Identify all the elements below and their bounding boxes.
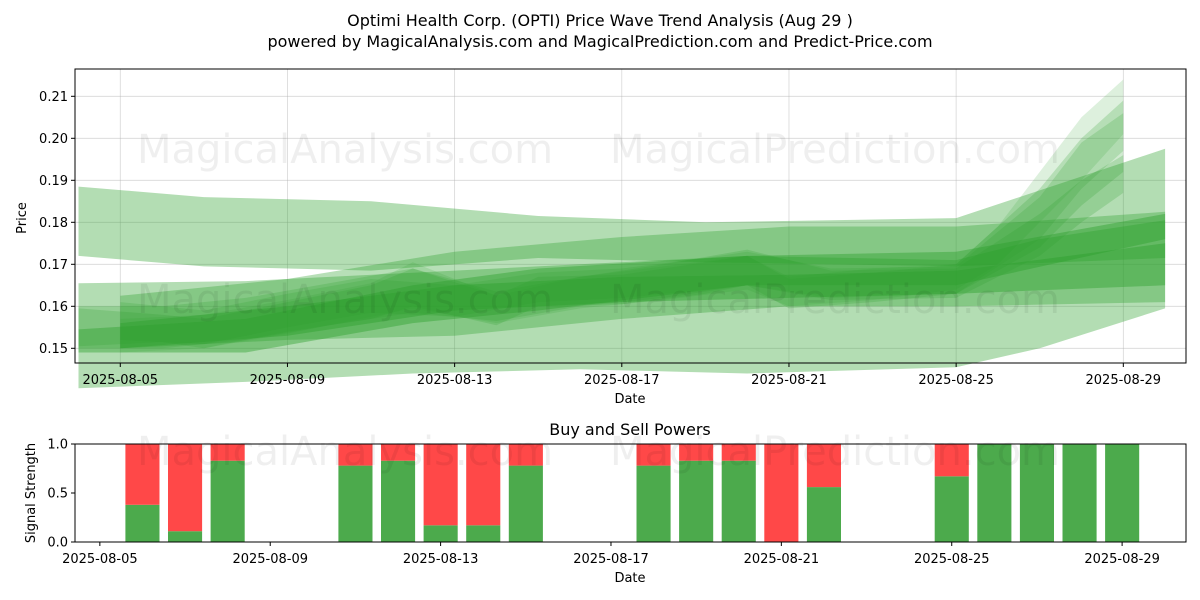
signal-y-tick-label: 0.0	[47, 536, 68, 551]
price-y-ticks: 0.15 0.16 0.17 0.18 0.19 0.20 0.21	[39, 90, 75, 357]
price-wave-band	[78, 220, 1166, 389]
price-wave-band	[120, 211, 1166, 349]
price-y-tick-label: 0.18	[39, 216, 68, 231]
price-x-tick-label: 2025-08-05	[82, 373, 158, 388]
price-wave-band	[78, 213, 1166, 353]
price-wave-band	[78, 148, 1166, 271]
signal-x-tick-label: 2025-08-21	[744, 552, 820, 567]
sell-power-bar	[636, 444, 671, 466]
price-x-ticks: 2025-08-05 2025-08-09 2025-08-13 2025-08-17…	[82, 363, 1161, 388]
sell-power-bar	[508, 444, 543, 466]
buy-power-bar	[806, 487, 841, 542]
signal-y-axis-label: Signal Strength	[24, 443, 39, 543]
buy-power-bar	[381, 460, 416, 542]
buy-power-bar	[977, 444, 1012, 542]
price-wave-band	[120, 243, 1166, 349]
signal-panel: Buy and Sell Powers MagicalAnalysis.com M…	[24, 420, 1187, 586]
price-x-tick-label: 2025-08-09	[250, 373, 326, 388]
signal-watermarks: MagicalAnalysis.com MagicalPrediction.com	[137, 429, 1060, 475]
buy-power-bar	[508, 465, 543, 542]
watermark-text: MagicalPrediction.com	[610, 127, 1060, 173]
watermark-text: MagicalAnalysis.com	[137, 127, 553, 173]
price-wave-band	[120, 113, 1124, 345]
sell-power-bar	[338, 444, 373, 466]
price-y-tick-label: 0.15	[39, 342, 68, 357]
buy-power-bar	[423, 525, 458, 542]
price-x-tick-label: 2025-08-21	[751, 373, 827, 388]
signal-x-tick-label: 2025-08-25	[914, 552, 990, 567]
buy-power-bar	[125, 504, 160, 542]
sell-power-bar	[381, 444, 416, 461]
signal-x-tick-label: 2025-08-13	[403, 552, 479, 567]
price-y-tick-label: 0.19	[39, 174, 68, 189]
signal-x-tick-label: 2025-08-09	[232, 552, 308, 567]
signal-x-tick-label: 2025-08-05	[62, 552, 138, 567]
buy-power-bar	[934, 476, 969, 542]
price-x-axis-label: Date	[614, 392, 645, 407]
sell-power-bar	[806, 444, 841, 488]
sell-power-bar	[210, 444, 245, 461]
price-y-axis-label: Price	[15, 202, 30, 234]
price-y-tick-label: 0.21	[39, 90, 68, 105]
buy-power-bar	[168, 531, 203, 542]
price-y-tick-label: 0.16	[39, 300, 68, 315]
price-y-tick-label: 0.17	[39, 258, 68, 273]
price-x-tick-label: 2025-08-29	[1086, 373, 1162, 388]
price-wave-band	[78, 155, 1124, 349]
signal-panel-title: Buy and Sell Powers	[549, 420, 711, 439]
price-plot-frame	[74, 68, 1187, 364]
price-x-tick-label: 2025-08-25	[918, 373, 994, 388]
sell-power-bar	[466, 444, 501, 526]
sell-power-bar	[423, 444, 458, 526]
signal-y-tick-label: 1.0	[47, 438, 68, 453]
chart-title-line1: Optimi Health Corp. (OPTI) Price Wave Tr…	[347, 11, 853, 30]
watermark-text: MagicalAnalysis.com	[137, 277, 553, 323]
signal-x-tick-label: 2025-08-17	[573, 552, 649, 567]
price-bands	[78, 79, 1166, 389]
buy-power-bar	[1105, 444, 1140, 542]
signal-bars	[125, 444, 1140, 542]
price-x-tick-label: 2025-08-17	[584, 373, 660, 388]
watermark-text: MagicalPrediction.com	[610, 429, 1060, 475]
watermark-text: MagicalPrediction.com	[610, 277, 1060, 323]
buy-power-bar	[1019, 444, 1054, 542]
buy-power-bar	[636, 465, 671, 542]
price-y-tick-label: 0.20	[39, 132, 68, 147]
price-x-tick-label: 2025-08-13	[417, 373, 493, 388]
signal-x-axis-label: Date	[614, 571, 645, 586]
buy-power-bar	[721, 460, 756, 542]
sell-power-bar	[934, 444, 969, 477]
price-watermarks: MagicalAnalysis.com MagicalPrediction.com…	[137, 127, 1060, 323]
buy-power-bar	[679, 460, 714, 542]
signal-y-ticks: 0.0 0.5 1.0	[47, 438, 75, 551]
buy-power-bar	[338, 465, 373, 542]
sell-power-bar	[764, 444, 799, 542]
signal-x-tick-label: 2025-08-29	[1084, 552, 1160, 567]
price-wave-band	[78, 100, 1124, 349]
sell-power-bar	[721, 444, 756, 461]
sell-power-bar	[679, 444, 714, 461]
buy-power-bar	[1062, 444, 1097, 542]
price-panel: MagicalAnalysis.com MagicalPrediction.com…	[15, 68, 1187, 407]
signal-y-tick-label: 0.5	[47, 487, 68, 502]
sell-power-bar	[168, 444, 203, 532]
buy-power-bar	[466, 525, 501, 542]
price-grid	[75, 69, 1186, 363]
price-wave-band	[120, 79, 1124, 353]
chart-title-line2: powered by MagicalAnalysis.com and Magic…	[267, 32, 932, 51]
signal-x-ticks: 2025-08-05 2025-08-09 2025-08-13 2025-08-17…	[62, 542, 1160, 567]
buy-power-bar	[210, 460, 245, 542]
sell-power-bar	[125, 444, 160, 505]
watermark-text: MagicalAnalysis.com	[137, 429, 553, 475]
